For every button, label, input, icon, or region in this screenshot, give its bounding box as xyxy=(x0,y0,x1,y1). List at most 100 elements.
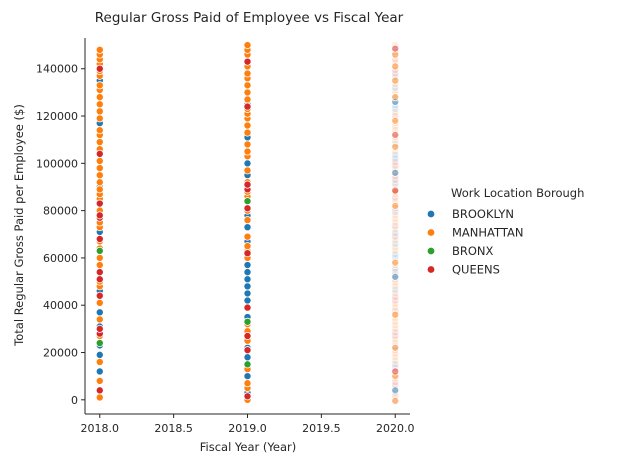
scatter-point xyxy=(95,376,104,385)
scatter-point xyxy=(243,81,252,90)
scatter-point xyxy=(95,211,104,220)
legend-label: QUEENS xyxy=(452,263,500,277)
scatter-point xyxy=(95,339,104,348)
scatter-point xyxy=(95,315,104,324)
points-layer xyxy=(95,41,400,405)
x-ticks: 2018.0 2018.5 2019.0 2019.5 2020.0 xyxy=(81,414,414,435)
scatter-point xyxy=(95,268,104,277)
scatter-point xyxy=(95,81,104,90)
scatter-point xyxy=(243,372,252,381)
scatter-point xyxy=(391,258,400,267)
scatter-point xyxy=(95,386,104,395)
scatter-point xyxy=(243,242,252,251)
scatter-point xyxy=(95,164,104,173)
scatter-point xyxy=(95,235,104,244)
x-tick-label: 2019.5 xyxy=(302,422,341,435)
y-axis-label: Total Regular Gross Paid per Employee ($… xyxy=(12,104,26,347)
scatter-point xyxy=(95,393,104,402)
y-tick-label: 120000 xyxy=(36,110,78,123)
y-ticks: 0 20000 40000 60000 80000 100000 120000 140000 xyxy=(36,63,85,407)
scatter-point xyxy=(95,275,104,284)
scatter-point xyxy=(95,246,104,255)
scatter-point xyxy=(391,62,400,71)
y-tick-label: 40000 xyxy=(43,299,78,312)
scatter-point xyxy=(95,199,104,208)
scatter-point xyxy=(243,392,252,401)
legend-items: BROOKLYN MANHATTAN BRONX QUEENS xyxy=(426,207,523,277)
x-tick-label: 2019.0 xyxy=(228,422,267,435)
scatter-point xyxy=(95,261,104,270)
scatter-point xyxy=(391,168,400,177)
scatter-point xyxy=(243,216,252,225)
scatter-point xyxy=(243,159,252,168)
scatter-point xyxy=(95,156,104,165)
scatter-point xyxy=(243,121,252,130)
scatter-point xyxy=(95,185,104,194)
scatter-point xyxy=(391,44,400,53)
scatter-point xyxy=(391,142,400,151)
scatter-point xyxy=(391,76,400,85)
scatter-point xyxy=(95,324,104,333)
legend-label: BRONX xyxy=(452,244,494,258)
y-tick-label: 0 xyxy=(71,394,78,407)
scatter-point xyxy=(95,357,104,366)
scatter-point xyxy=(95,367,104,376)
scatter-point xyxy=(95,107,104,116)
y-tick-label: 100000 xyxy=(36,157,78,170)
scatter-point xyxy=(95,138,104,147)
scatter-point xyxy=(243,303,252,312)
x-tick-label: 2018.5 xyxy=(154,422,193,435)
scatter-point xyxy=(391,386,400,395)
scatter-point xyxy=(95,100,104,109)
scatter-point xyxy=(391,50,400,59)
scatter-point xyxy=(243,41,252,50)
legend-title: Work Location Borough xyxy=(451,186,584,200)
scatter-point xyxy=(95,114,104,123)
scatter-point xyxy=(95,171,104,180)
scatter-point xyxy=(243,360,252,369)
scatter-point xyxy=(95,298,104,307)
scatter-point xyxy=(243,353,252,362)
scatter-point xyxy=(391,130,400,139)
scatter-point xyxy=(391,186,400,195)
scatter-point xyxy=(391,116,400,125)
y-tick-label: 140000 xyxy=(36,63,78,76)
scatter-point xyxy=(95,126,104,135)
scatter-point xyxy=(243,331,252,340)
legend-label: MANHATTAN xyxy=(452,226,523,240)
scatter-point xyxy=(391,272,400,281)
scatter-point xyxy=(243,275,252,284)
scatter-point xyxy=(391,396,400,405)
y-tick-label: 20000 xyxy=(43,347,78,360)
scatter-point xyxy=(243,223,252,232)
scatter-point xyxy=(95,308,104,317)
scatter-point xyxy=(95,64,104,73)
scatter-point xyxy=(243,379,252,388)
scatter-point xyxy=(243,204,252,213)
scatter-point xyxy=(243,128,252,137)
x-axis-label: Fiscal Year (Year) xyxy=(200,440,297,454)
scatter-point xyxy=(391,310,400,319)
legend: Work Location Borough BROOKLYNMANHATTANB… xyxy=(426,186,584,277)
scatter-point xyxy=(243,147,252,156)
scatter-point xyxy=(243,180,252,189)
scatter-point xyxy=(391,343,400,352)
chart-title: Regular Gross Paid of Employee vs Fiscal… xyxy=(95,10,404,26)
scatter-point xyxy=(243,95,252,104)
scatter-point xyxy=(243,289,252,298)
scatter-point xyxy=(391,367,400,376)
scatter-point xyxy=(243,261,252,270)
scatter-point xyxy=(95,45,104,54)
scatter-point xyxy=(243,102,252,111)
y-tick-label: 80000 xyxy=(43,205,78,218)
legend-label: BROOKLYN xyxy=(452,207,514,221)
scatter-point xyxy=(243,88,252,97)
y-tick-label: 60000 xyxy=(43,252,78,265)
scatter-point xyxy=(243,268,252,277)
scatter-point xyxy=(243,317,252,326)
scatter-point xyxy=(243,197,252,206)
scatter-point xyxy=(391,201,400,210)
scatter-point xyxy=(243,249,252,258)
scatter-point xyxy=(243,140,252,149)
